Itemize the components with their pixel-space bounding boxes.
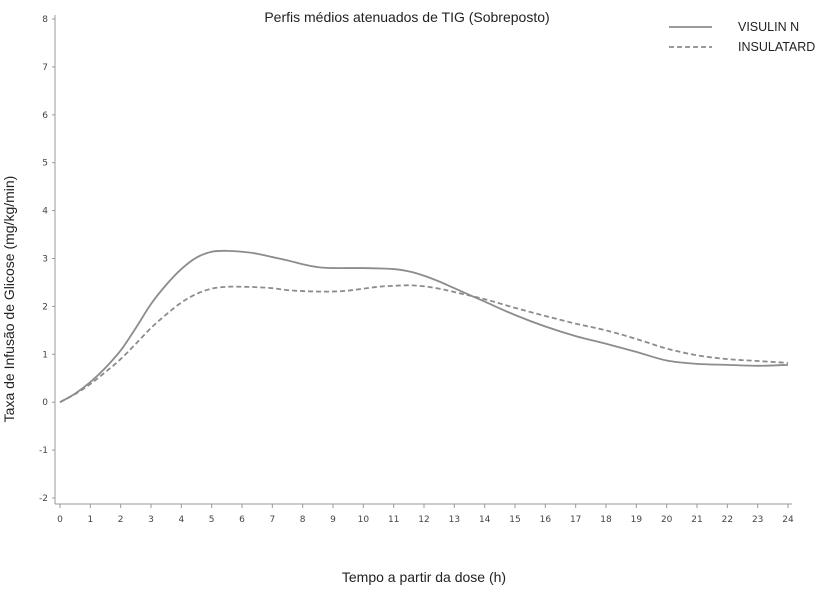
x-tick-label: 18 [600, 515, 612, 525]
y-tick-label: 6 [42, 111, 48, 121]
x-tick-label: 14 [479, 515, 491, 525]
x-tick-label: 21 [691, 515, 702, 525]
x-tick-label: 7 [269, 515, 275, 525]
x-tick-label: 0 [57, 515, 63, 525]
x-tick-label: 16 [540, 515, 552, 525]
legend-label: INSULATARD [738, 40, 815, 54]
x-tick-label: 5 [209, 515, 215, 525]
y-tick-label: 4 [42, 207, 48, 217]
series-line-visulin-n [59, 249, 789, 403]
y-tick-label: 3 [42, 255, 48, 265]
x-tick-label: 10 [358, 515, 370, 525]
y-tick-label: 8 [42, 15, 48, 25]
y-axis-label: Taxa de Infusão de Glicose (mg/kg/min) [1, 176, 17, 423]
x-tick-label: 11 [388, 515, 399, 525]
x-tick-label: 4 [178, 515, 184, 525]
x-tick-label: 23 [752, 515, 763, 525]
legend: VISULIN N INSULATARD [669, 20, 815, 54]
x-tick-label: 17 [570, 515, 581, 525]
x-tick-label: 12 [418, 515, 429, 525]
x-tick-label: 3 [148, 515, 154, 525]
y-tick-label: 7 [42, 63, 48, 73]
series-line-insulatard [59, 284, 789, 403]
y-tick-label: 1 [42, 350, 48, 360]
series-layer [59, 249, 789, 403]
y-tick-label: 2 [42, 302, 48, 312]
x-tick-label: 8 [300, 515, 306, 525]
y-tick-label: 0 [42, 398, 48, 408]
x-tick-label: 22 [722, 515, 733, 525]
x-tick-label: 13 [449, 515, 460, 525]
x-tick-label: 24 [782, 515, 794, 525]
x-tick-label: 6 [239, 515, 245, 525]
x-tick-label: 2 [118, 515, 124, 525]
legend-label: VISULIN N [738, 20, 799, 34]
y-tick-label: -2 [39, 494, 48, 504]
x-tick-label: 1 [87, 515, 93, 525]
x-axis-label: Tempo a partir da dose (h) [342, 569, 506, 585]
chart-title: Perfis médios atenuados de TIG (Sobrepos… [264, 9, 549, 25]
y-tick-label: 5 [42, 159, 48, 169]
y-tick-label: -1 [39, 446, 48, 456]
x-tick-label: 9 [330, 515, 336, 525]
x-tick-label: 20 [661, 515, 673, 525]
x-tick-label: 19 [631, 515, 643, 525]
x-tick-label: 15 [509, 515, 520, 525]
